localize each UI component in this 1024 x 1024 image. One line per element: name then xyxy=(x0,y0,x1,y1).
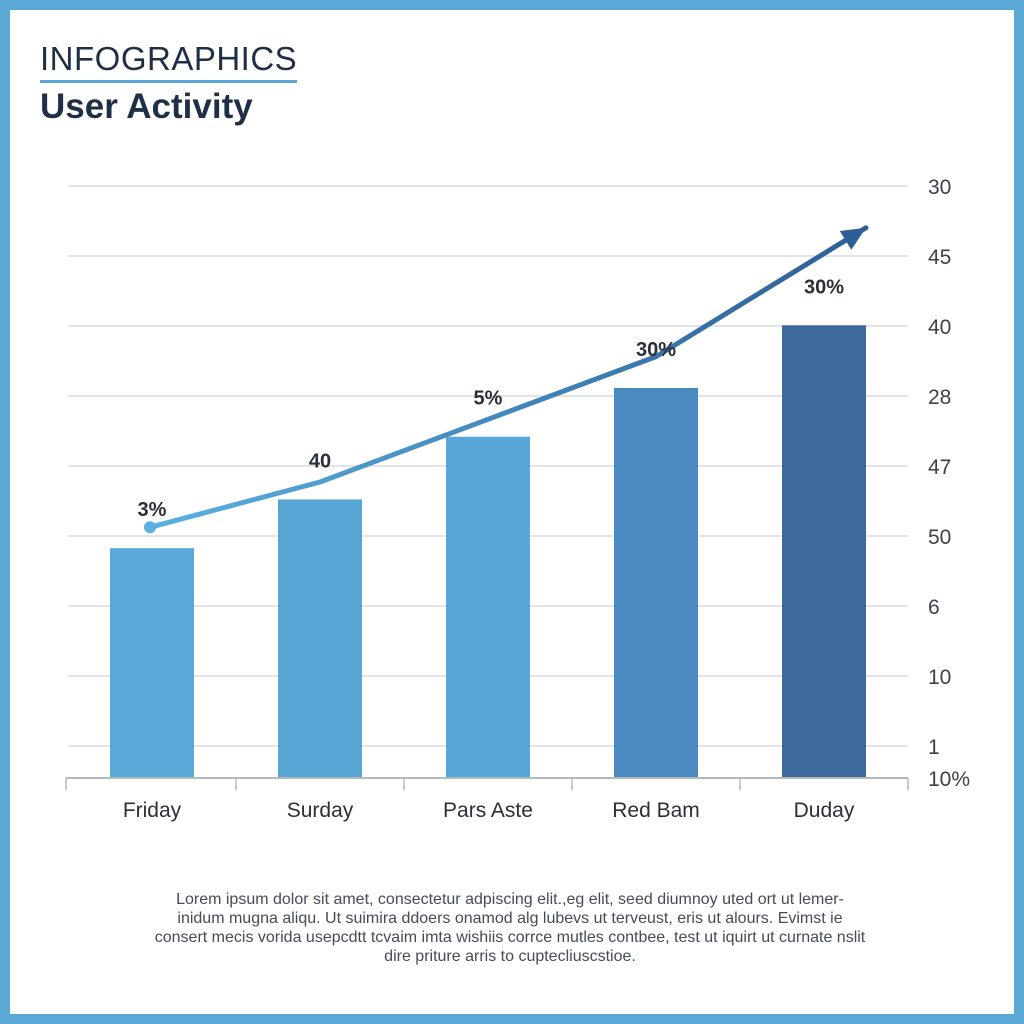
y-tick-label: 40 xyxy=(928,316,951,339)
data-label: 30% xyxy=(804,276,844,298)
bar xyxy=(782,325,866,778)
x-tick-label: Pars Aste xyxy=(443,799,533,822)
caption-line: Lorem ipsum dolor sit amet, consectetur … xyxy=(176,891,844,908)
y-tick-label: 10 xyxy=(928,666,951,689)
y-tick-label: 45 xyxy=(928,246,951,269)
y-tick-label: 50 xyxy=(928,526,951,549)
y-tick-label: 6 xyxy=(928,596,940,619)
title-block: INFOGRAPHICS User Activity xyxy=(40,40,298,129)
x-tick-label: Surday xyxy=(287,799,354,822)
y-tick-label: 10% xyxy=(928,768,970,791)
eyebrow-title: INFOGRAPHICS xyxy=(40,40,298,83)
bar xyxy=(278,499,362,778)
caption-line: inidum mugna aliqu. Ut suimira ddoers on… xyxy=(177,910,843,927)
data-label: 5% xyxy=(474,388,503,410)
x-tick-label: Friday xyxy=(123,799,182,822)
bar xyxy=(446,436,530,778)
trend-line xyxy=(147,225,869,530)
bar xyxy=(110,548,194,778)
bar xyxy=(614,387,698,778)
x-tick-label: Duday xyxy=(794,799,855,822)
data-label: 40 xyxy=(309,450,331,472)
y-tick-label: 28 xyxy=(928,386,951,409)
trend-start-dot xyxy=(144,521,156,534)
y-tick-label: 1 xyxy=(928,736,940,759)
caption-line: consert mecis vorida usepcdtt tcvaim imt… xyxy=(154,929,866,946)
caption-line: dire priture arris to cuptecliuscstioe. xyxy=(384,948,636,965)
y-tick-label: 30 xyxy=(928,176,951,199)
data-label: 3% xyxy=(138,499,167,521)
x-tick-label: Red Bam xyxy=(612,799,700,822)
caption: Lorem ipsum dolor sit amet, consectetur … xyxy=(110,890,910,966)
y-tick-label: 47 xyxy=(928,456,951,479)
page-title: User Activity xyxy=(40,87,253,126)
trend-arrowhead xyxy=(839,227,866,250)
data-label: 30% xyxy=(636,339,676,361)
